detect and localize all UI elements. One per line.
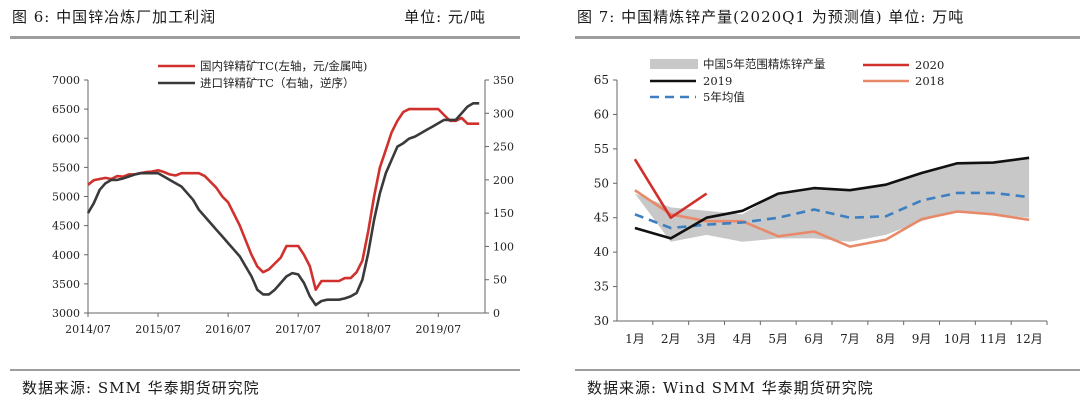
x-tick-label: 11月 <box>980 332 1007 346</box>
left-title-rule <box>10 36 520 39</box>
legend-swatch <box>650 59 698 69</box>
left-chart-title: 图 6: 中国锌冶炼厂加工利润 单位: 元/吨 <box>12 4 516 30</box>
series-line-2019 <box>634 156 1030 240</box>
right-chart-source: 数据来源: Wind SMM 华泰期货研究院 <box>587 379 874 397</box>
zinc-smelter-profit-chart: 3000 3500 4000 4500 5000 5500 6000 6500 7000 0 50 1… <box>52 59 514 336</box>
x-tick-label: 1月 <box>625 332 645 346</box>
y-tick-label: 55 <box>594 142 609 156</box>
x-tick-label: 2月 <box>661 332 681 346</box>
left-y-tick-label: 4000 <box>52 249 80 262</box>
y-tick-label: 50 <box>594 176 609 190</box>
left-y-tick-label: 3000 <box>52 307 80 320</box>
series-line-domestic-tc <box>87 107 480 291</box>
x-tick-label: 2017/07 <box>275 323 321 336</box>
x-tick-label: 5月 <box>768 332 788 346</box>
right-y-tick-label: 250 <box>493 141 514 154</box>
left-y-tick-label: 6000 <box>52 132 80 145</box>
right-y-tick-label: 100 <box>493 240 514 253</box>
y-tick-label: 40 <box>594 245 609 259</box>
legend-label: 国内锌精矿TC(左轴，元/金属吨) <box>200 59 367 73</box>
x-tick-label: 7月 <box>840 332 860 346</box>
legend-label: 2018 <box>915 74 944 88</box>
right-y-tick-label: 0 <box>493 307 500 320</box>
x-tick-label: 12月 <box>1015 332 1042 346</box>
x-tick-label: 2016/07 <box>205 323 251 336</box>
legend-label: 5年均值 <box>703 90 745 104</box>
left-y-tick-label: 6500 <box>52 103 80 116</box>
left-y-tick-label: 5000 <box>52 191 80 204</box>
x-tick-label: 2019/07 <box>415 323 461 336</box>
left-chart-unit: 单位: 元/吨 <box>404 8 486 26</box>
series-line-import-tc <box>86 102 480 307</box>
right-chart-title: 图 7: 中国精炼锌产量(2020Q1 为预测值) 单位: 万吨 <box>577 4 1076 30</box>
left-source-rule <box>10 369 520 371</box>
right-y-tick-label: 200 <box>493 174 514 187</box>
left-chart-title-text: 图 6: 中国锌冶炼厂加工利润 <box>12 8 217 26</box>
left-y-tick-label: 4500 <box>52 220 80 233</box>
left-chart-source: 数据来源: SMM 华泰期货研究院 <box>22 379 260 397</box>
series-line-5年均值 <box>634 191 1030 230</box>
x-tick-label: 3月 <box>697 332 717 346</box>
right-y-tick-label: 300 <box>493 107 514 120</box>
x-tick-label: 9月 <box>912 332 932 346</box>
legend-label: 2019 <box>703 74 732 88</box>
legend-label: 2020 <box>915 58 944 72</box>
y-tick-label: 65 <box>594 73 609 87</box>
left-y-tick-label: 3500 <box>52 278 80 291</box>
right-chart-title-text: 图 7: 中国精炼锌产量(2020Q1 为预测值) 单位: 万吨 <box>577 8 965 26</box>
y-tick-label: 35 <box>594 280 609 294</box>
x-tick-label: 4月 <box>733 332 753 346</box>
y-tick-label: 30 <box>594 314 609 328</box>
right-y-tick-label: 350 <box>493 74 514 87</box>
right-title-rule <box>575 36 1080 39</box>
right-y-tick-label: 50 <box>493 274 507 287</box>
y-tick-label: 45 <box>594 211 609 225</box>
x-tick-label: 2014/07 <box>65 323 111 336</box>
right-y-tick-label: 150 <box>493 207 514 220</box>
x-tick-label: 2015/07 <box>135 323 181 336</box>
right-source-rule <box>575 369 1080 371</box>
x-tick-label: 10月 <box>944 332 971 346</box>
left-y-tick-label: 5500 <box>52 161 80 174</box>
refined-zinc-output-chart: 30 35 40 45 50 55 60 65 1月 2月 3月 4月 5月 6月 7月 8月 9月 10月 11月… <box>594 57 1048 346</box>
x-tick-label: 8月 <box>876 332 896 346</box>
legend-label: 中国5年范围精炼锌产量 <box>703 57 825 71</box>
x-tick-label: 6月 <box>804 332 824 346</box>
x-tick-label: 2018/07 <box>345 323 391 336</box>
legend-label: 进口锌精矿TC（右轴，逆序） <box>200 76 354 90</box>
left-y-tick-label: 7000 <box>52 74 80 87</box>
left-chart-panel: 图 6: 中国锌冶炼厂加工利润 单位: 元/吨 3000 3500 4000 4500… <box>0 0 520 404</box>
y-tick-label: 60 <box>594 107 609 121</box>
right-chart-panel: 图 7: 中国精炼锌产量(2020Q1 为预测值) 单位: 万吨 30 35 40 4… <box>565 0 1080 404</box>
series-line-2020 <box>633 158 708 219</box>
